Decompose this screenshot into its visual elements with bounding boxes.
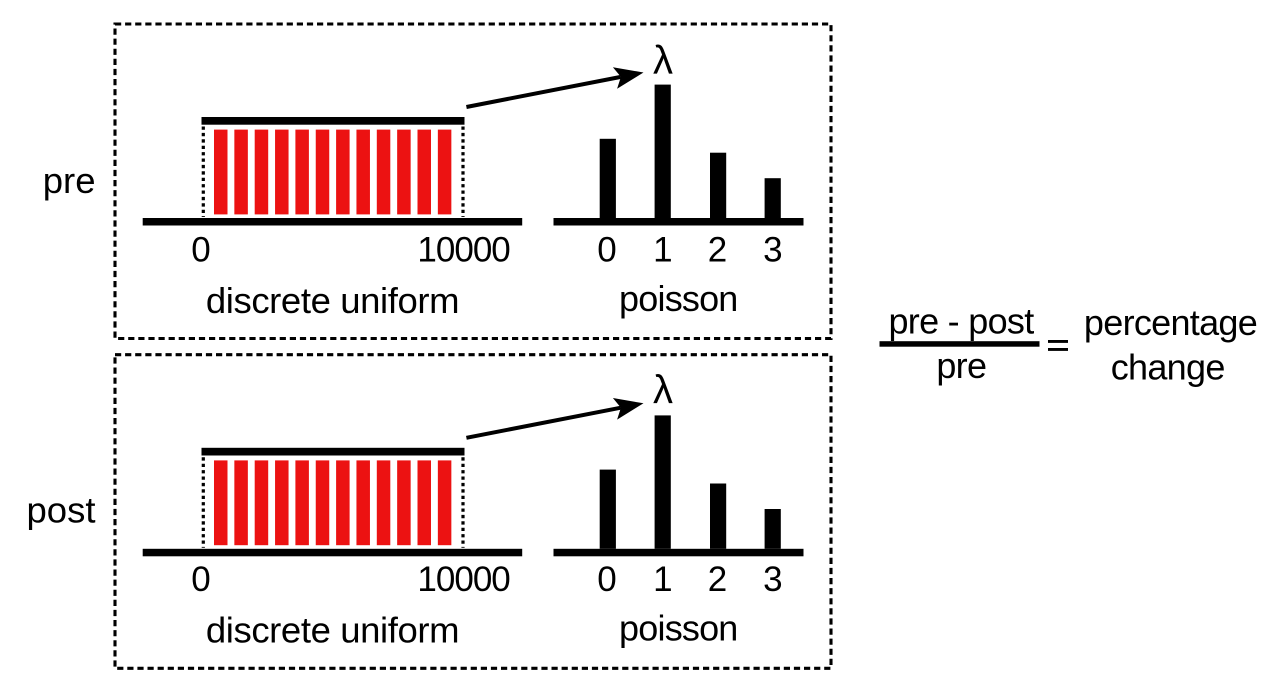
svg-text:0: 0 <box>597 231 616 270</box>
svg-text:0: 0 <box>191 231 210 270</box>
svg-text:10000: 10000 <box>417 560 510 599</box>
svg-text:change: change <box>1111 347 1225 388</box>
svg-text:pre - post: pre - post <box>888 301 1034 342</box>
svg-text:2: 2 <box>708 560 727 599</box>
svg-text:percentage: percentage <box>1084 302 1257 343</box>
svg-text:discrete uniform: discrete uniform <box>206 609 459 650</box>
svg-text:λ: λ <box>653 39 673 83</box>
svg-text:λ: λ <box>653 368 673 412</box>
svg-text:poisson: poisson <box>619 278 737 319</box>
svg-text:0: 0 <box>597 560 616 599</box>
svg-text:poisson: poisson <box>619 607 737 648</box>
svg-text:pre: pre <box>936 345 986 386</box>
svg-text:3: 3 <box>763 560 782 599</box>
svg-text:2: 2 <box>708 231 727 270</box>
svg-text:pre: pre <box>43 160 96 201</box>
svg-text:1: 1 <box>653 560 672 599</box>
svg-text:1: 1 <box>653 231 672 270</box>
svg-text:10000: 10000 <box>417 231 510 270</box>
svg-text:0: 0 <box>191 560 210 599</box>
svg-text:post: post <box>27 490 96 531</box>
svg-text:3: 3 <box>763 231 782 270</box>
svg-text:discrete uniform: discrete uniform <box>206 280 459 321</box>
